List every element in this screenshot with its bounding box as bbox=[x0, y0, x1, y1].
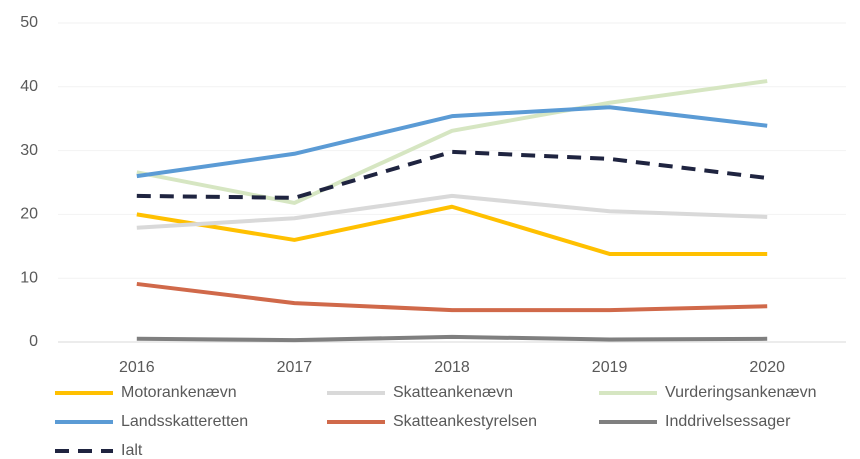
legend-label: Motorankenævn bbox=[121, 384, 237, 401]
series-line bbox=[136, 334, 768, 343]
series-line bbox=[136, 193, 768, 230]
x-tick-label: 2018 bbox=[434, 359, 470, 376]
legend-label: Vurderingsankenævn bbox=[665, 384, 817, 401]
legend-label: Inddrivelsessager bbox=[665, 413, 791, 430]
x-tick-label: 2019 bbox=[592, 359, 628, 376]
x-tick-label: 2020 bbox=[749, 359, 785, 376]
x-tick-label: 2017 bbox=[277, 359, 313, 376]
series-line bbox=[136, 281, 768, 313]
y-tick-label: 40 bbox=[20, 78, 38, 95]
y-tick-label: 30 bbox=[20, 142, 38, 159]
legend-label: Ialt bbox=[121, 442, 143, 459]
y-tick-label: 50 bbox=[20, 14, 38, 31]
series-line bbox=[136, 149, 768, 200]
legend-label: Skatteankestyrelsen bbox=[393, 413, 537, 430]
legend-label: Skatteankenævn bbox=[393, 384, 513, 401]
y-tick-label: 20 bbox=[20, 206, 38, 223]
y-tick-label: 0 bbox=[29, 333, 38, 350]
x-tick-label: 2016 bbox=[119, 359, 155, 376]
series-line bbox=[136, 105, 768, 179]
legend-label: Landsskatteretten bbox=[121, 413, 248, 430]
series-line bbox=[136, 79, 768, 205]
y-tick-label: 10 bbox=[20, 269, 38, 286]
series-line bbox=[136, 204, 768, 256]
